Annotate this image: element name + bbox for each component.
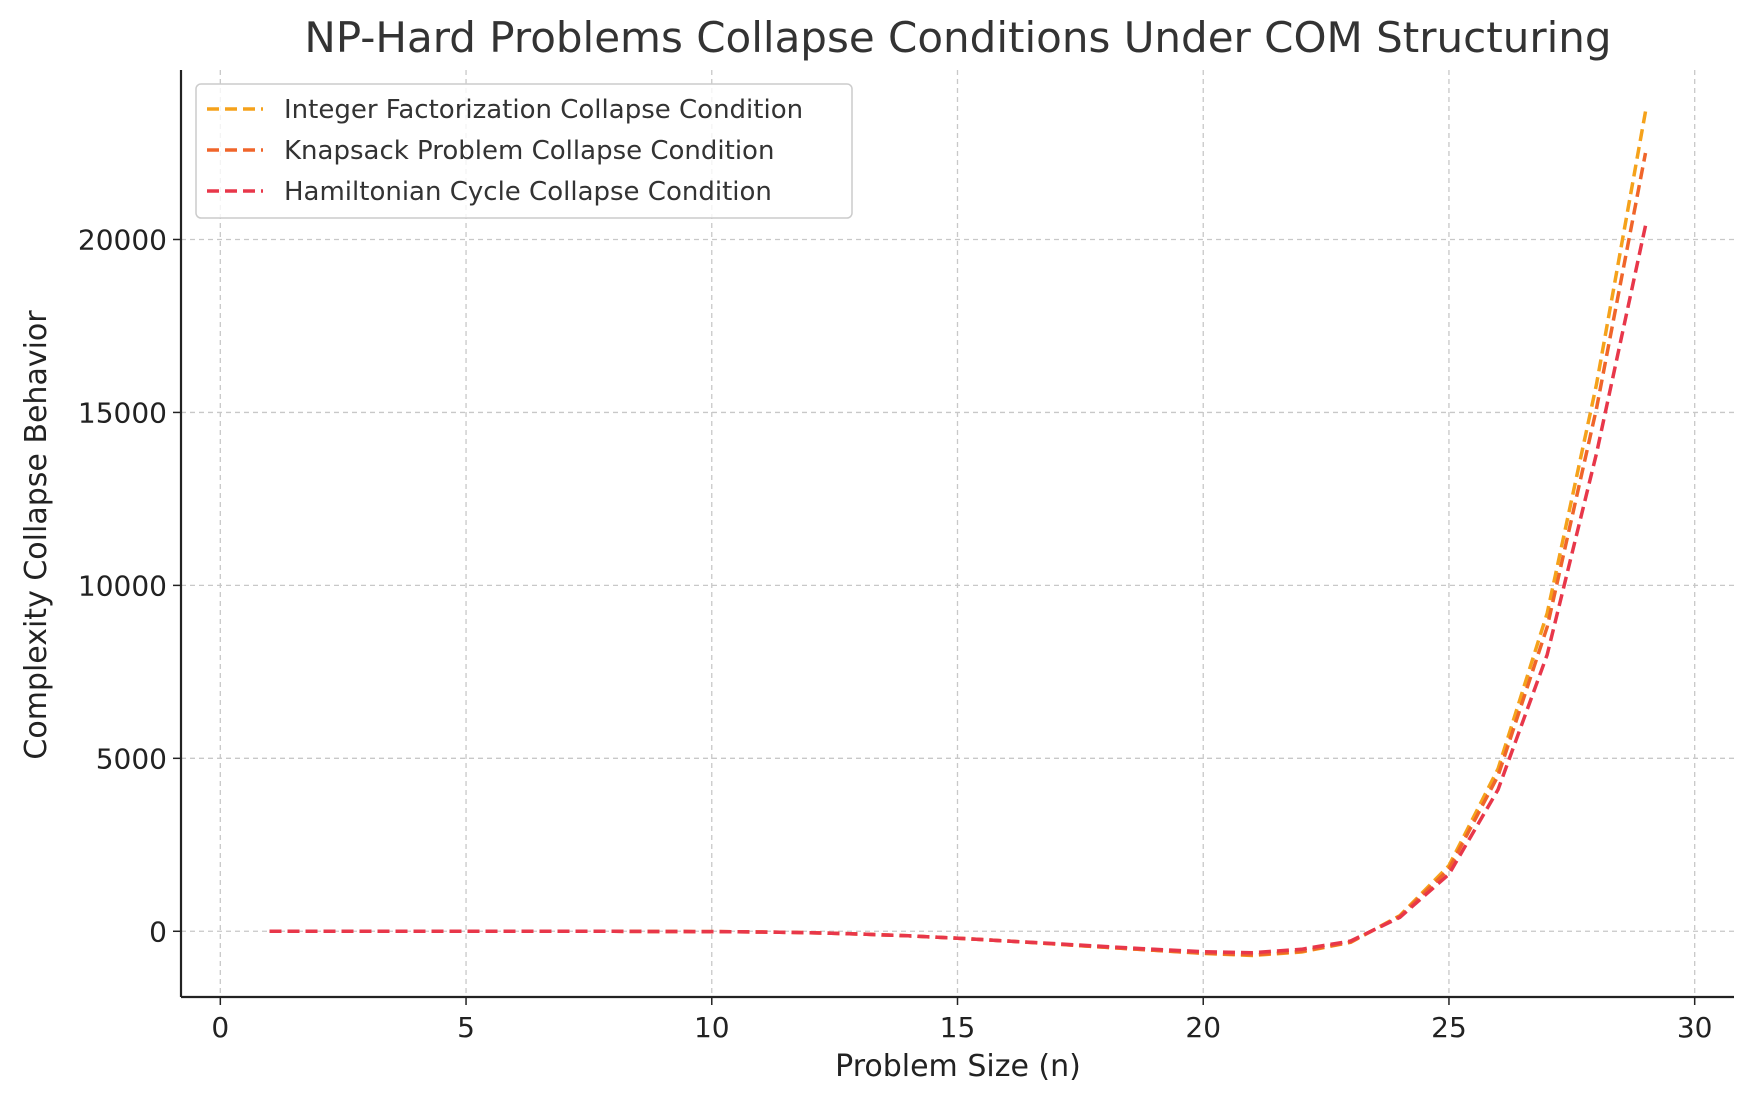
y-tick-label: 0 <box>149 915 167 948</box>
grid-layer <box>181 70 1734 997</box>
series-line-knapsack <box>269 152 1648 957</box>
series-layer <box>269 111 1648 958</box>
x-tick-label: 30 <box>1677 1011 1713 1044</box>
y-tick-label: 15000 <box>78 396 167 429</box>
x-tick-label: 15 <box>940 1011 976 1044</box>
tick-layer: 0 5 10 15 20 25 30 0 5000 10000 15000 20000 <box>78 223 1713 1044</box>
legend-frame <box>195 83 853 219</box>
x-tick-label: 5 <box>457 1011 475 1044</box>
x-tick-label: 20 <box>1185 1011 1221 1044</box>
chart-title: NP-Hard Problems Collapse Conditions Und… <box>304 13 1611 62</box>
series-line-hamiltonian-cycle <box>269 225 1648 955</box>
y-tick-label: 10000 <box>78 569 167 602</box>
y-tick-label: 5000 <box>96 742 167 775</box>
legend-label-hamiltonian-cycle: Hamiltonian Cycle Collapse Condition <box>284 177 772 207</box>
x-tick-label: 10 <box>694 1011 730 1044</box>
legend: Integer Factorization Collapse Condition… <box>195 83 853 219</box>
legend-label-knapsack: Knapsack Problem Collapse Condition <box>284 136 774 166</box>
y-tick-label: 20000 <box>78 223 167 256</box>
legend-label-integer-factorization: Integer Factorization Collapse Condition <box>284 95 803 125</box>
x-tick-label: 0 <box>211 1011 229 1044</box>
y-axis-label: Complexity Collapse Behavior <box>19 310 54 760</box>
x-axis-label: Problem Size (n) <box>835 1049 1081 1084</box>
x-tick-label: 25 <box>1431 1011 1467 1044</box>
